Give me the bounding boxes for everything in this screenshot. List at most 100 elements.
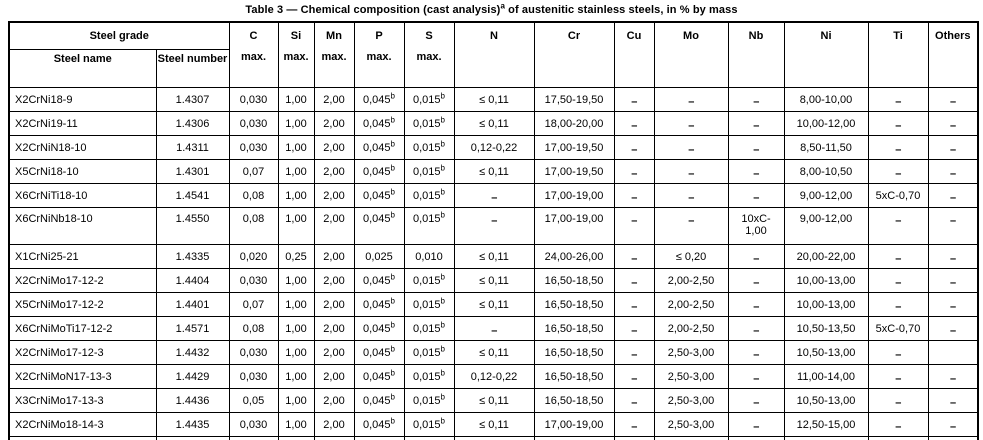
- cell-mo: –: [653, 183, 729, 208]
- ti-value: –: [895, 372, 901, 385]
- cell-ti: [867, 436, 929, 440]
- si-value: 1,00: [285, 346, 307, 359]
- cell-c: 0,030: [228, 111, 279, 136]
- nb-value: 10xC-1,00: [741, 213, 771, 237]
- cell-cu: –: [613, 292, 655, 317]
- cell-s: 0,010: [403, 244, 455, 269]
- si-value: 1,00: [285, 165, 307, 178]
- cell-cu: –: [613, 316, 655, 341]
- cell-mn: 2,00: [313, 207, 355, 245]
- c-value: 0,030: [239, 274, 268, 287]
- cell-c: 0,030: [228, 87, 279, 112]
- cell-mn: 2,00: [313, 135, 355, 160]
- cell-steel-name: X6CrNiTi18-10: [8, 183, 157, 208]
- si-value: 1,00: [285, 93, 307, 106]
- cell-p: 0,045b: [353, 183, 405, 208]
- steel-number-value: 1.4335: [175, 250, 210, 263]
- cr-value: 17,00-19,00: [544, 418, 604, 431]
- cell-s: 0,015b: [403, 183, 455, 208]
- others-value: –: [949, 252, 956, 265]
- ti-value: –: [895, 143, 901, 156]
- s-value: 0,015: [413, 93, 441, 106]
- cell-others: –: [927, 364, 979, 389]
- n-value: ≤ 0,11: [479, 298, 509, 311]
- cell-steel-name: X2CrNiMo17-12-2: [8, 268, 157, 293]
- cell-ni: 8,00-10,00: [783, 87, 869, 112]
- nb-value: –: [753, 420, 759, 433]
- footnote-b-marker: b: [440, 271, 445, 281]
- table-row: X5CrNi18-10 1.4301 0,07 1,00 2,00 0,045b…: [8, 159, 979, 184]
- cell-mn: 2,00: [313, 316, 355, 341]
- cell-si: 1,00: [277, 340, 315, 365]
- cell-cu: –: [613, 183, 655, 208]
- cell-cr: 16,50-18,50: [533, 364, 615, 389]
- cell-p: 0,045b: [353, 268, 405, 293]
- cell-c: 0,08: [228, 207, 279, 245]
- header-mn: Mn max.: [313, 21, 355, 88]
- ni-value: 8,00-10,00: [799, 93, 853, 106]
- cell-ti: –: [867, 268, 929, 293]
- ni-value: 10,50-13,00: [796, 346, 856, 359]
- header-mo: Mo: [653, 21, 729, 88]
- n-value: ≤ 0,11: [479, 250, 509, 263]
- n-value: –: [491, 215, 497, 227]
- cell-ni: 12,50-15,00: [783, 412, 869, 437]
- s-value: 0,015: [413, 213, 441, 225]
- p-value: 0,045: [363, 117, 391, 130]
- cell-c: 0,030: [228, 364, 279, 389]
- ti-value: –: [895, 167, 901, 180]
- mn-value: 2,00: [323, 189, 345, 202]
- n-value: 0,12-0,22: [470, 141, 518, 154]
- n-value: ≤ 0,11: [479, 165, 509, 178]
- cell-si: 1,00: [277, 135, 315, 160]
- cell-cr: 17,00-19,00: [533, 207, 615, 245]
- si-value: 1,00: [285, 189, 307, 202]
- cell-si: 1,00: [277, 207, 315, 245]
- cell-n: ≤ 0,11: [453, 244, 535, 269]
- table-row: X6CrNiNb18-10 1.4550 0,08 1,00 2,00 0,04…: [8, 207, 979, 245]
- cell-c: 0,030: [228, 412, 279, 437]
- s-value: 0,015: [413, 346, 441, 359]
- cell-cu: –: [613, 135, 655, 160]
- others-value: –: [949, 143, 956, 156]
- others-value: –: [949, 396, 956, 409]
- cell-c: 0,030: [228, 340, 279, 365]
- c-value: 0,08: [242, 322, 265, 335]
- others-value: –: [949, 372, 956, 385]
- cu-value: –: [631, 143, 637, 156]
- cu-value: –: [631, 252, 637, 265]
- header-steel-grade-label: Steel grade: [89, 30, 149, 42]
- cell-ni: 10,50-13,00: [783, 340, 869, 365]
- cell-ni: 11,00-14,00: [783, 364, 869, 389]
- cell-c: 0,08: [228, 183, 279, 208]
- cu-value: –: [631, 372, 637, 385]
- cell-nb: –: [727, 244, 785, 269]
- ni-value: 12,50-15,00: [796, 418, 856, 431]
- cell-mo: 2,50-3,00: [653, 388, 729, 413]
- steel-number-value: 1.4301: [175, 165, 210, 178]
- cell-mo: –: [653, 135, 729, 160]
- cell-ti: –: [867, 135, 929, 160]
- cell-ti: 5xC-0,70: [867, 316, 929, 341]
- ni-value: 11,00-14,00: [797, 370, 855, 383]
- cell-cr: [533, 436, 615, 440]
- cell-steel-number: 1.4335: [155, 244, 230, 269]
- p-value: 0,045: [363, 274, 391, 287]
- cell-cu: –: [613, 364, 655, 389]
- cell-n: ≤ 0,11: [453, 292, 535, 317]
- cell-ti: 5xC-0,70: [867, 183, 929, 208]
- mo-value: –: [688, 95, 694, 108]
- cell-n: –: [453, 207, 535, 245]
- header-si-label: Si: [290, 30, 302, 42]
- n-value: 0,12-0,22: [470, 370, 518, 383]
- cell-steel-number: 1.4404: [155, 268, 230, 293]
- cell-mo: –: [653, 159, 729, 184]
- nb-value: –: [753, 167, 759, 180]
- cell-ni: 9,00-12,00: [783, 183, 869, 208]
- cell-steel-name: X6CrNiMoTi17-12-2: [8, 316, 157, 341]
- n-value: ≤ 0,11: [479, 346, 509, 359]
- cell-steel-name: X1CrNi25-21: [8, 244, 157, 269]
- ti-value: 5xC-0,70: [875, 189, 921, 202]
- nb-value: –: [753, 191, 759, 204]
- header-others-label: Others: [935, 30, 971, 42]
